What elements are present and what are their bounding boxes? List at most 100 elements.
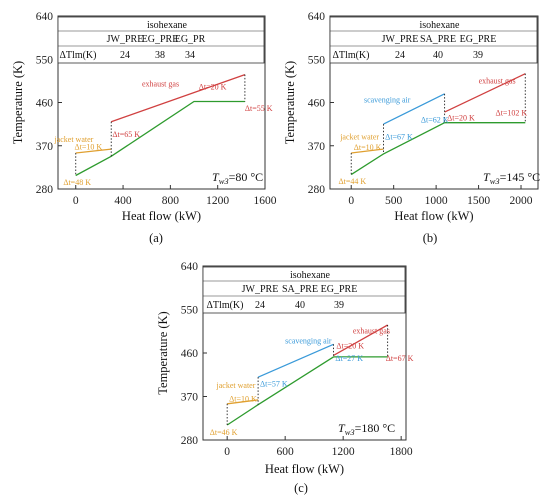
- x-tick-label: 1600: [254, 195, 277, 207]
- panel-caption: (a): [149, 231, 163, 245]
- exhaust-label: exhaust gas: [353, 327, 390, 336]
- y-tick-label: 460: [36, 98, 54, 110]
- table-header: EG_PRE: [460, 34, 497, 45]
- delta-t-label: Δt=10 K: [229, 394, 257, 403]
- table-value: 39: [334, 300, 344, 311]
- table-value: 24: [255, 300, 265, 311]
- table-value: 39: [473, 50, 483, 61]
- y-tick-label: 640: [36, 11, 54, 23]
- panel-caption: (b): [423, 231, 438, 245]
- delta-t-label: Δt=48 K: [63, 178, 91, 187]
- condition-label: Tw3=180 °C: [338, 421, 395, 437]
- table-frame: [57, 16, 265, 64]
- panel-c: 280 370 460 550 640 0 600 1200 1800 Heat flow (kW…: [156, 261, 414, 495]
- x-tick-label: 1500: [467, 195, 490, 207]
- table-frame: [329, 16, 538, 64]
- table-header: JW_PRE: [242, 284, 279, 295]
- condition-label: Tw3=145 °C: [483, 170, 540, 186]
- scavenging-air-line: [257, 343, 334, 378]
- delta-t-label: Δt=20 K: [199, 83, 227, 92]
- x-axis-label: Heat flow (kW): [265, 462, 344, 476]
- x-tick-label: 400: [114, 195, 132, 207]
- delta-t-label: Δt=10 K: [354, 143, 382, 152]
- working-fluid-line: [226, 356, 388, 426]
- y-axis-label: Temperature (K): [283, 61, 297, 144]
- jacket-water-line: [351, 148, 384, 154]
- scavenging-air-line: [383, 93, 445, 125]
- table-title: isohexane: [420, 20, 461, 31]
- delta-t-label: Δt=67 K: [386, 354, 414, 363]
- y-tick-label: 370: [181, 392, 199, 404]
- y-tick-label: 370: [36, 141, 54, 153]
- jacket-label: jacket water: [53, 135, 93, 144]
- x-tick-label: 500: [385, 195, 403, 207]
- table-header: SA_PRE: [420, 34, 456, 45]
- x-tick-label: 600: [277, 446, 295, 458]
- delta-t-label: Δt=57 K: [260, 379, 288, 388]
- delta-t-label: Δt=62 K: [421, 116, 449, 125]
- delta-t-label: Δt=20 K: [447, 113, 475, 122]
- jacket-water-line: [227, 399, 259, 405]
- table-header: EG_PRE: [142, 34, 179, 45]
- exhaust-label: exhaust gas: [479, 76, 516, 85]
- condition-label: Tw3=80 °C: [212, 170, 263, 186]
- exhaust-gas-line: [333, 324, 388, 356]
- jacket-label: jacket water: [339, 133, 379, 142]
- delta-t-label: Δt=67 K: [385, 133, 413, 142]
- delta-t-label: Δt=20 K: [336, 342, 364, 351]
- table-row-label: ΔTlm(K): [60, 50, 97, 61]
- delta-t-label: Δt=10 K: [75, 143, 103, 152]
- delta-t-label: Δt=55 K: [245, 104, 273, 113]
- table-title: isohexane: [290, 270, 331, 281]
- table-value: 38: [155, 50, 165, 61]
- y-tick-label: 460: [308, 98, 326, 110]
- jacket-water-line: [75, 148, 112, 154]
- y-tick-label: 370: [308, 141, 326, 153]
- y-tick-label: 550: [181, 305, 199, 317]
- scavenging-label: scavenging air: [285, 336, 332, 345]
- jacket-label: jacket water: [216, 381, 256, 390]
- x-tick-label: 1200: [206, 195, 229, 207]
- table-row-label: ΔTlm(K): [333, 50, 370, 61]
- y-axis-label: Temperature (K): [11, 61, 25, 144]
- panel-caption: (c): [294, 481, 308, 495]
- y-tick-label: 280: [181, 435, 199, 447]
- delta-t-label: Δt=27 K: [335, 354, 363, 363]
- scavenging-label: scavenging air: [364, 96, 411, 105]
- table-header: SA_PRE: [282, 284, 318, 295]
- table-title: isohexane: [147, 20, 188, 31]
- dtlm-table: isohexane JW_PRE SA_PRE EG_PRE ΔTlm(K) 24 40 39: [202, 266, 406, 314]
- x-axis-label: Heat flow (kW): [122, 209, 201, 223]
- table-value: 40: [433, 50, 443, 61]
- delta-t-label: Δt=46 K: [210, 428, 238, 437]
- table-row-label: ΔTlm(K): [207, 300, 244, 311]
- panel-b: 280 370 460 550 640 0 500 1000 1500 2000 Heat flow…: [283, 11, 540, 245]
- x-tick-label: 0: [348, 195, 354, 207]
- x-tick-label: 1200: [332, 446, 355, 458]
- delta-t-label: Δt=44 K: [338, 177, 366, 186]
- y-tick-label: 280: [308, 184, 326, 196]
- x-axis-label: Heat flow (kW): [394, 209, 473, 223]
- table-header: EG_PR: [175, 34, 206, 45]
- exhaust-label: exhaust gas: [142, 80, 179, 89]
- table-header: JW_PRE: [382, 34, 419, 45]
- table-value: 34: [185, 50, 195, 61]
- exhaust-gas-line: [444, 73, 526, 113]
- y-tick-label: 640: [181, 261, 199, 273]
- x-tick-label: 0: [224, 446, 230, 458]
- y-tick-label: 460: [181, 348, 199, 360]
- table-header: EG_PRE: [321, 284, 358, 295]
- delta-t-label: Δt=65 K: [112, 130, 140, 139]
- delta-t-label: Δt=102 K: [496, 108, 528, 117]
- x-tick-label: 800: [162, 195, 180, 207]
- table-value: 24: [120, 50, 130, 61]
- x-tick-label: 1000: [425, 195, 448, 207]
- table-value: 40: [295, 300, 305, 311]
- y-tick-label: 550: [308, 54, 326, 66]
- x-tick-label: 0: [73, 195, 79, 207]
- table-frame: [202, 266, 406, 314]
- y-axis-label: Temperature (K): [156, 311, 170, 394]
- table-header: JW_PRE: [107, 34, 144, 45]
